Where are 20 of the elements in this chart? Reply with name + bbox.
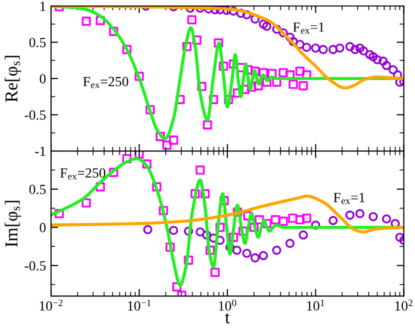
x-tick-label: 10$^{1}$ xyxy=(307,300,324,311)
x-tick-label: 10$^{−1}$ xyxy=(128,300,151,311)
y-tick-label: 0 xyxy=(40,222,46,232)
y-axis-title: Im[φ$_{s}$] xyxy=(4,200,22,247)
y-tick-label: 0.5 xyxy=(29,184,46,194)
y-tick-label: -1 xyxy=(35,146,46,156)
annotation: F$_{ex}$=250 xyxy=(83,76,128,88)
y-tick-label: 0 xyxy=(40,74,46,84)
y-tick-label: -0.5 xyxy=(24,110,46,120)
annotation: F$_{ex}$=1 xyxy=(293,22,324,34)
y-tick-label: 1 xyxy=(40,2,46,11)
y-tick-label: -0.5 xyxy=(24,261,46,271)
x-tick-label: 10$^{0}$ xyxy=(218,300,236,311)
y-axis-title: Re[φ$_{s}$] xyxy=(4,56,22,102)
annotation: F$_{ex}$=250 xyxy=(60,168,106,180)
x-axis-title: t xyxy=(225,313,230,324)
x-tick-label: 10$^{−2}$ xyxy=(40,300,62,311)
x-tick-label: 10$^{2}$ xyxy=(395,300,412,311)
annotation: F$_{ex}$=1 xyxy=(334,192,365,204)
y-tick-label: 0.5 xyxy=(29,38,46,48)
